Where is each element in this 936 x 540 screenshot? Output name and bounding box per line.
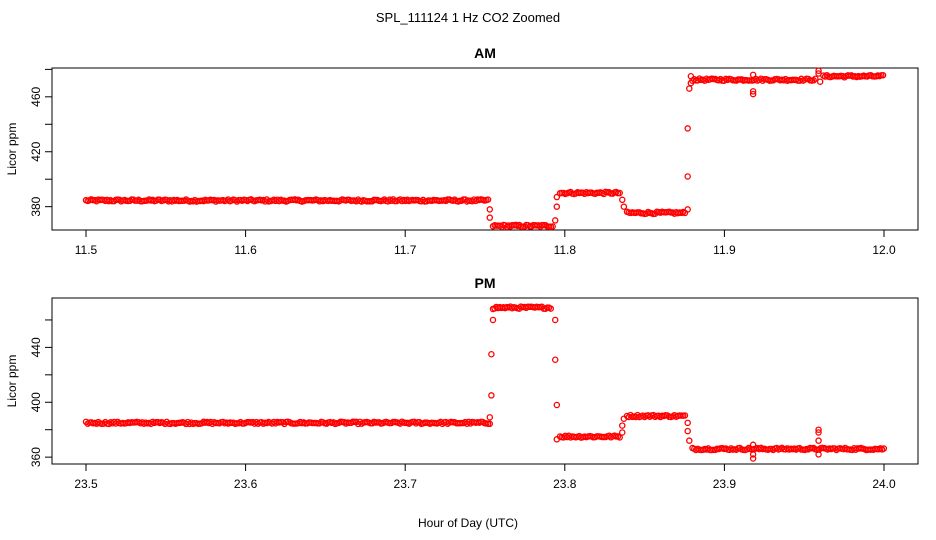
y-tick-label: 400 xyxy=(29,392,43,412)
x-tick-label: 24.0 xyxy=(872,477,896,491)
data-point xyxy=(815,429,822,436)
y-tick-label: 360 xyxy=(29,447,43,467)
data-point xyxy=(686,85,693,92)
y-tick-label: 380 xyxy=(29,196,43,216)
data-point xyxy=(551,316,559,324)
x-tick-label: 11.5 xyxy=(75,243,98,257)
data-point xyxy=(489,305,497,313)
data-point xyxy=(619,422,626,429)
x-tick-label: 23.8 xyxy=(553,477,577,491)
data-point xyxy=(812,75,819,82)
data-point xyxy=(549,223,556,230)
data-point xyxy=(684,125,691,132)
data-point xyxy=(486,214,494,221)
data-point xyxy=(684,419,691,427)
y-tick-label: 460 xyxy=(29,86,43,106)
data-point xyxy=(687,79,695,87)
data-point xyxy=(749,451,757,458)
data-point xyxy=(816,78,824,85)
data-point xyxy=(616,189,623,197)
data-point xyxy=(686,437,693,444)
data-point xyxy=(684,427,691,435)
data-point xyxy=(815,451,822,458)
x-axis-label: Hour of Day (UTC) xyxy=(418,516,518,530)
x-tick-label: 12.0 xyxy=(872,243,896,257)
x-tick-label: 11.9 xyxy=(713,243,736,257)
data-point xyxy=(815,67,822,75)
data-point xyxy=(553,436,561,443)
data-point xyxy=(484,196,492,203)
data-point xyxy=(547,305,555,312)
data-point xyxy=(749,71,757,79)
x-tick-label: 11.7 xyxy=(394,243,417,257)
x-tick-label: 23.6 xyxy=(234,477,258,491)
data-point xyxy=(553,203,561,210)
data-point xyxy=(815,70,822,77)
data-point xyxy=(489,316,497,324)
data-point xyxy=(880,445,888,452)
data-point xyxy=(486,206,494,213)
data-point xyxy=(684,206,691,213)
panel-title: AM xyxy=(474,45,496,61)
x-tick-label: 11.8 xyxy=(554,243,577,257)
data-point xyxy=(616,434,623,441)
figure-title: SPL_111124 1 Hz CO2 Zoomed xyxy=(376,10,560,25)
x-tick-label: 11.6 xyxy=(234,243,257,257)
plot-frame xyxy=(51,297,919,465)
data-point xyxy=(551,356,559,363)
data-point xyxy=(619,429,626,436)
data-point xyxy=(687,72,695,80)
x-tick-label: 23.7 xyxy=(394,477,418,491)
x-tick-label: 23.9 xyxy=(713,477,737,491)
data-point xyxy=(620,203,628,210)
y-axis-label: Licor ppm xyxy=(5,355,19,408)
data-point xyxy=(486,414,494,421)
chart-panel-am: AM 11.5 11.6 11.7 11.8 11.9 12.0 380 420 460 Licor… xyxy=(5,45,919,257)
panel-title: PM xyxy=(475,275,496,291)
data-point xyxy=(749,90,757,98)
plot-frame xyxy=(51,67,919,231)
x-tick-label: 23.5 xyxy=(74,477,98,491)
data-point xyxy=(105,420,113,428)
data-series xyxy=(82,303,888,462)
y-tick-label: 420 xyxy=(29,141,43,161)
data-point xyxy=(488,392,495,399)
data-point xyxy=(749,441,757,449)
data-point xyxy=(749,455,757,462)
data-point xyxy=(815,437,822,444)
data-point xyxy=(553,401,561,409)
data-point xyxy=(815,426,822,433)
data-point xyxy=(384,198,392,205)
y-tick-label: 440 xyxy=(29,337,43,357)
data-point xyxy=(681,412,689,419)
data-point xyxy=(486,420,494,428)
data-point xyxy=(619,196,626,204)
data-point xyxy=(620,415,628,422)
data-point xyxy=(684,173,691,180)
data-point xyxy=(749,88,757,95)
data-series xyxy=(82,67,887,231)
chart-panel-pm: PM 23.5 23.6 23.7 23.8 23.9 24.0 360 400 440 Licor… xyxy=(5,275,919,491)
data-point xyxy=(488,350,495,358)
data-point xyxy=(553,193,561,201)
data-point xyxy=(551,217,559,224)
y-axis-label: Licor ppm xyxy=(5,123,19,176)
data-point xyxy=(879,71,887,79)
